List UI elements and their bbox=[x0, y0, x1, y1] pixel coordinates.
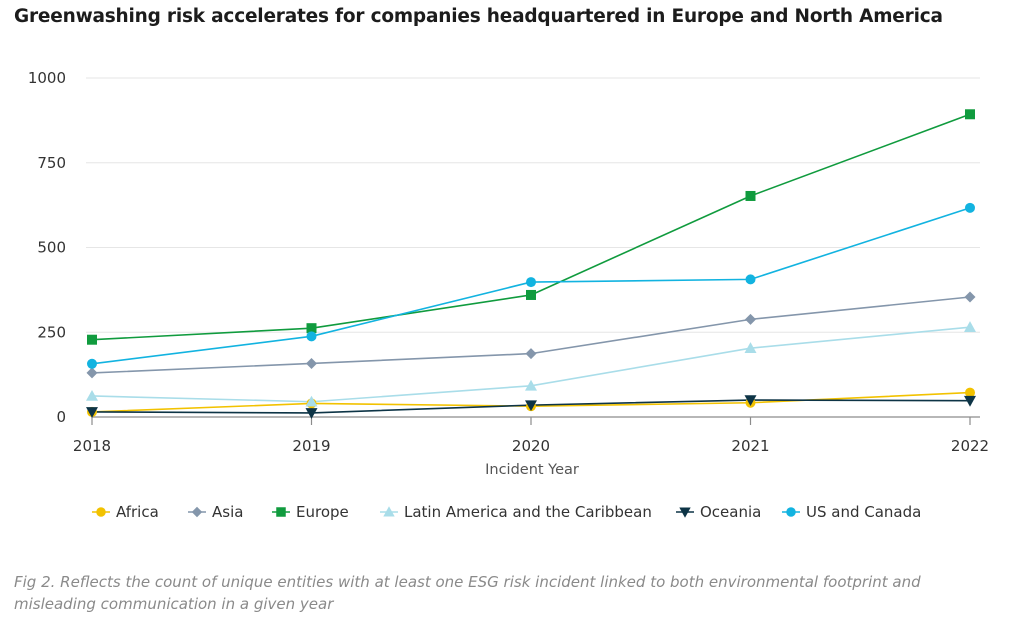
series-points-europe bbox=[87, 109, 975, 345]
legend-label: Africa bbox=[116, 503, 159, 521]
legend-label: Latin America and the Caribbean bbox=[404, 503, 652, 521]
diamond-marker bbox=[745, 313, 756, 325]
y-tick-label: 750 bbox=[37, 154, 66, 172]
triangle-down-marker bbox=[964, 395, 976, 407]
triangle-up-marker bbox=[525, 379, 537, 391]
circle-marker bbox=[96, 507, 106, 517]
diamond-marker bbox=[306, 357, 317, 369]
legend-item-oceania: Oceania bbox=[676, 503, 761, 521]
diamond-marker bbox=[86, 367, 98, 379]
legend-label: Oceania bbox=[700, 503, 761, 521]
triangle-down-marker bbox=[305, 408, 318, 419]
triangle-down-marker bbox=[525, 400, 537, 412]
diamond-marker bbox=[964, 291, 976, 303]
series-points-us-and-canada bbox=[87, 202, 975, 369]
circle-marker bbox=[965, 202, 975, 213]
circle-marker bbox=[87, 358, 97, 369]
triangle-down-marker bbox=[86, 407, 98, 418]
square-marker bbox=[276, 507, 286, 517]
x-axis: 2018 2019 2020 2021 2022 bbox=[73, 416, 989, 455]
series-markers bbox=[86, 109, 976, 419]
triangle-up-marker bbox=[86, 389, 98, 401]
series-line-europe bbox=[91, 113, 971, 341]
legend-item-europe: Europe bbox=[272, 503, 349, 521]
circle-marker bbox=[786, 507, 796, 517]
diamond-marker bbox=[525, 348, 537, 360]
square-marker bbox=[87, 334, 97, 345]
legend-item-us-and-canada: US and Canada bbox=[782, 503, 921, 521]
chart-title: Greenwashing risk accelerates for compan… bbox=[14, 6, 943, 27]
y-tick-label: 1000 bbox=[28, 69, 66, 87]
legend-item-africa: Africa bbox=[92, 503, 159, 521]
x-tick-label: 2019 bbox=[292, 437, 330, 455]
legend-item-latin-america-and-the-caribbean: Latin America and the Caribbean bbox=[380, 503, 652, 521]
x-tick-label: 2022 bbox=[951, 437, 989, 455]
square-marker bbox=[965, 109, 975, 120]
y-axis-ticks: 0 250 500 750 1000 bbox=[28, 69, 66, 426]
triangle-up-marker bbox=[305, 395, 318, 407]
x-tick-label: 2020 bbox=[512, 437, 550, 455]
legend-label: Asia bbox=[212, 503, 243, 521]
legend-label: Europe bbox=[296, 503, 349, 521]
triangle-up-marker bbox=[744, 342, 757, 353]
circle-marker bbox=[745, 274, 756, 285]
y-tick-label: 250 bbox=[37, 323, 66, 341]
triangle-up-marker bbox=[964, 321, 976, 332]
legend-item-asia: Asia bbox=[188, 503, 243, 521]
line-chart: 0 250 500 750 1000 2018 2019 2020 2021 2022 Inci… bbox=[28, 69, 989, 521]
y-tick-label: 500 bbox=[37, 239, 66, 257]
circle-marker bbox=[306, 331, 317, 342]
square-marker bbox=[306, 323, 317, 334]
circle-marker bbox=[965, 387, 975, 398]
triangle-down-marker bbox=[679, 507, 691, 518]
x-axis-title: Incident Year bbox=[485, 462, 579, 478]
diamond-marker bbox=[191, 506, 203, 518]
series-points-asia bbox=[86, 291, 976, 379]
triangle-up-marker bbox=[383, 506, 395, 517]
triangle-down-marker bbox=[744, 395, 757, 407]
figure-caption: Fig 2. Reflects the count of unique enti… bbox=[14, 573, 921, 613]
series-lines bbox=[91, 113, 971, 414]
series-points-oceania bbox=[86, 395, 976, 419]
square-marker bbox=[745, 190, 756, 201]
series-points-latin-america-and-the-caribbean bbox=[86, 321, 976, 407]
x-tick-label: 2021 bbox=[731, 437, 769, 455]
legend: Africa Asia Europe Latin America and the Ca… bbox=[92, 503, 921, 521]
series-line-asia bbox=[91, 296, 971, 374]
x-tick-label: 2018 bbox=[73, 437, 111, 455]
legend-label: US and Canada bbox=[806, 503, 921, 521]
y-tick-label: 0 bbox=[56, 408, 66, 426]
square-marker bbox=[526, 289, 536, 300]
circle-marker bbox=[526, 277, 536, 288]
